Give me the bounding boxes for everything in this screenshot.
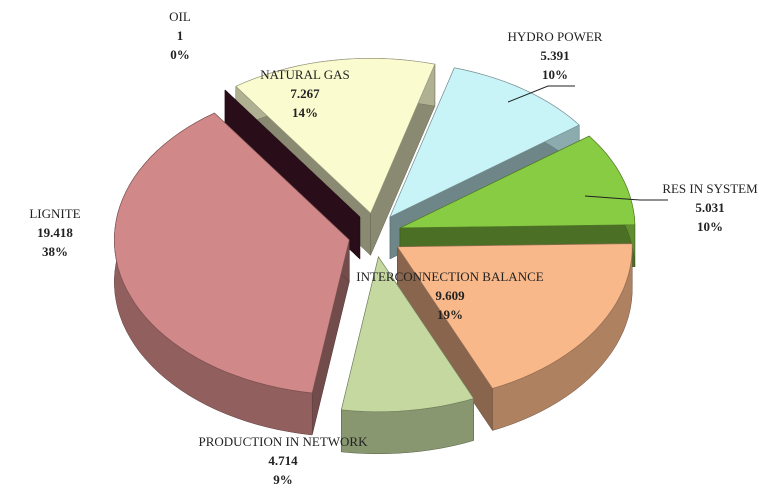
leader-line — [507, 85, 575, 103]
slice-label: RES IN SYSTEM — [662, 181, 758, 196]
slice-label: HYDRO POWER — [508, 29, 603, 44]
slice — [396, 243, 633, 389]
slice — [224, 89, 361, 218]
value-label: 9.609 — [435, 288, 465, 303]
percent-label: 10% — [697, 219, 723, 234]
value-label: 1 — [177, 28, 184, 43]
slice — [235, 57, 436, 214]
slice — [113, 112, 350, 394]
percent-label: 19% — [437, 307, 463, 322]
value-label: 5.031 — [695, 200, 724, 215]
slice — [399, 135, 636, 229]
slice-label: LIGNITE — [29, 206, 80, 221]
slice-label: INTERCONNECTION BALANCE — [356, 269, 543, 284]
pie — [113, 57, 636, 455]
percent-label: 14% — [292, 105, 318, 120]
value-label: 19.418 — [37, 225, 73, 240]
percent-label: 10% — [542, 67, 568, 82]
slice-label: OIL — [169, 9, 191, 24]
value-label: 5.391 — [540, 48, 569, 63]
value-label: 7.267 — [290, 86, 320, 101]
slice-label: NATURAL GAS — [260, 67, 349, 82]
slice — [340, 255, 475, 413]
leader-line — [584, 195, 668, 201]
percent-label: 38% — [42, 244, 68, 259]
slice — [389, 67, 580, 218]
percent-label: 0% — [170, 47, 190, 62]
slice-label: PRODUCTION IN NETWORK — [199, 434, 369, 449]
value-label: 4.714 — [268, 453, 298, 468]
percent-label: 9% — [273, 472, 293, 487]
